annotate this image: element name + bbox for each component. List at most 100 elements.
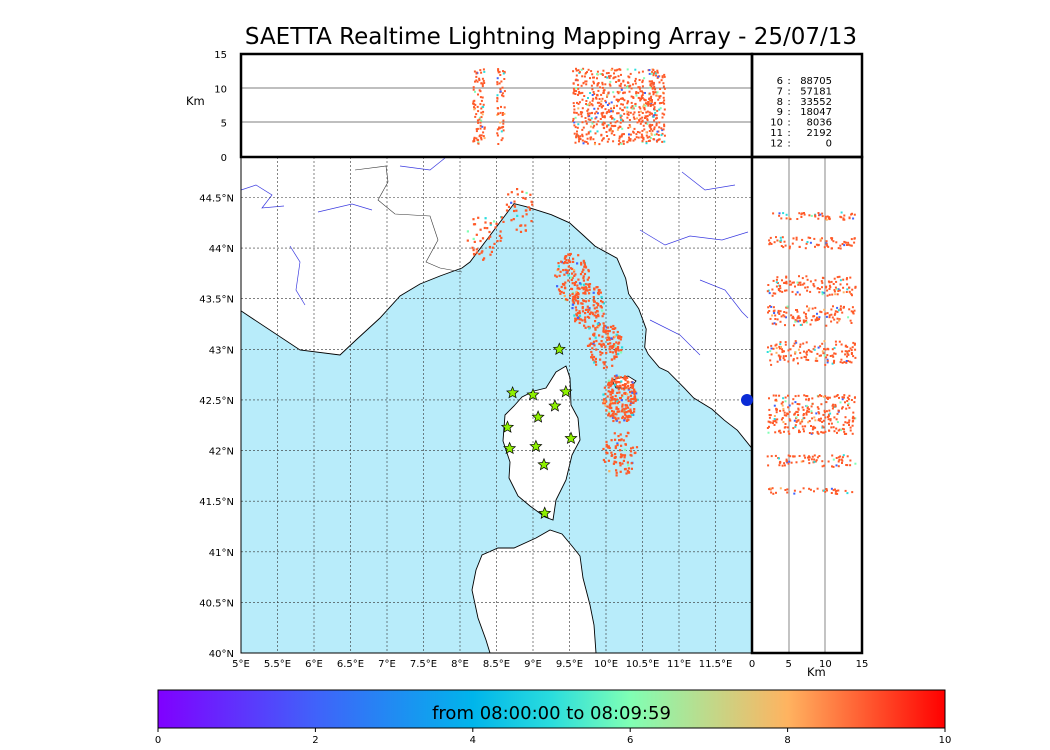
lightning-source xyxy=(628,471,631,474)
lightning-source xyxy=(564,281,567,284)
lightning-source xyxy=(604,331,607,334)
lightning-source xyxy=(571,276,574,280)
altitude-source xyxy=(843,433,846,435)
altitude-source xyxy=(768,243,771,246)
altitude-source xyxy=(798,403,801,406)
altitude-source xyxy=(590,136,593,139)
lightning-source xyxy=(622,377,625,380)
altitude-source xyxy=(794,319,797,322)
altitude-source xyxy=(776,239,779,242)
altitude-source xyxy=(602,121,605,124)
altitude-source xyxy=(581,121,584,124)
altitude-source xyxy=(811,397,814,400)
altitude-time-panel xyxy=(241,67,752,146)
lightning-source xyxy=(554,274,557,277)
lightning-source xyxy=(620,399,623,402)
altitude-source xyxy=(837,465,840,468)
altitude-source xyxy=(807,397,810,400)
altitude-source xyxy=(852,311,854,313)
lightning-source xyxy=(631,397,634,401)
altitude-source xyxy=(807,458,810,461)
altitude-source xyxy=(482,68,485,71)
altitude-source xyxy=(481,83,484,86)
altitude-source xyxy=(819,345,822,348)
altitude-source xyxy=(572,119,575,122)
altitude-source xyxy=(473,106,475,109)
altitude-source xyxy=(628,133,630,136)
lightning-source xyxy=(599,291,602,294)
altitude-source xyxy=(599,73,602,75)
altitude-source xyxy=(787,406,790,409)
altitude-source xyxy=(790,461,793,464)
altitude-source xyxy=(656,76,659,79)
altitude-source xyxy=(833,289,836,291)
station-star xyxy=(529,439,543,453)
altitude-source xyxy=(576,130,578,133)
lightning-source xyxy=(605,329,608,332)
lightning-source xyxy=(516,214,519,217)
lightning-source xyxy=(607,390,610,393)
lightning-source xyxy=(612,419,615,423)
altitude-source xyxy=(819,238,822,241)
altitude-source xyxy=(572,92,575,95)
sardinia-island xyxy=(471,529,597,653)
altitude-source xyxy=(851,212,853,215)
count-label: 6 xyxy=(777,76,783,87)
altitude-source xyxy=(634,68,637,71)
altitude-source xyxy=(783,430,785,433)
altitude-source xyxy=(593,76,595,79)
altitude-source xyxy=(842,396,845,399)
altitude-source xyxy=(779,347,782,350)
altitude-source xyxy=(785,414,788,417)
altitude-source xyxy=(844,421,847,424)
altitude-source xyxy=(591,111,594,114)
lightning-source xyxy=(569,267,572,270)
lightning-source xyxy=(592,358,595,361)
altitude-source xyxy=(774,431,777,434)
altitude-source xyxy=(801,420,804,423)
altitude-source xyxy=(623,133,625,136)
altitude-source xyxy=(835,427,838,430)
altitude-source xyxy=(578,101,581,104)
lightning-source xyxy=(594,311,597,314)
altitude-source xyxy=(643,98,646,101)
lightning-source xyxy=(624,413,627,416)
altitude-source xyxy=(593,93,596,95)
altitude-source xyxy=(796,281,799,284)
lightning-source xyxy=(584,289,587,292)
altitude-source xyxy=(829,418,832,421)
altitude-source xyxy=(587,114,590,117)
altitude-source xyxy=(799,324,802,326)
altitude-source xyxy=(628,136,630,139)
altitude-source xyxy=(771,487,774,490)
altitude-source xyxy=(627,100,630,103)
lightning-source xyxy=(603,324,606,328)
altitude-source xyxy=(832,426,835,429)
lightning-source xyxy=(604,392,607,396)
station-star xyxy=(531,410,545,423)
altitude-source xyxy=(792,317,795,320)
lightning-source xyxy=(562,269,565,272)
altitude-source xyxy=(584,80,587,83)
lightning-source xyxy=(521,190,524,193)
altitude-source xyxy=(589,125,592,128)
altitude-source xyxy=(584,117,587,119)
altitude-source xyxy=(640,98,643,101)
altitude-source xyxy=(843,361,846,364)
lightning-source xyxy=(629,394,632,397)
lightning-source xyxy=(595,306,598,309)
altitude-source xyxy=(841,407,843,410)
altitude-source xyxy=(831,316,834,319)
altitude-source xyxy=(848,424,850,426)
altitude-source xyxy=(823,348,826,350)
altitude-source xyxy=(612,77,615,80)
altitude-source xyxy=(482,110,485,113)
lightning-source xyxy=(596,326,599,329)
altitude-source xyxy=(797,362,799,365)
altitude-source xyxy=(648,113,651,116)
lightning-source xyxy=(580,263,583,266)
colorbar-ticks: 0 2 4 6 8 10 xyxy=(155,728,951,746)
lightning-source xyxy=(577,278,580,281)
altitude-source xyxy=(595,96,597,99)
